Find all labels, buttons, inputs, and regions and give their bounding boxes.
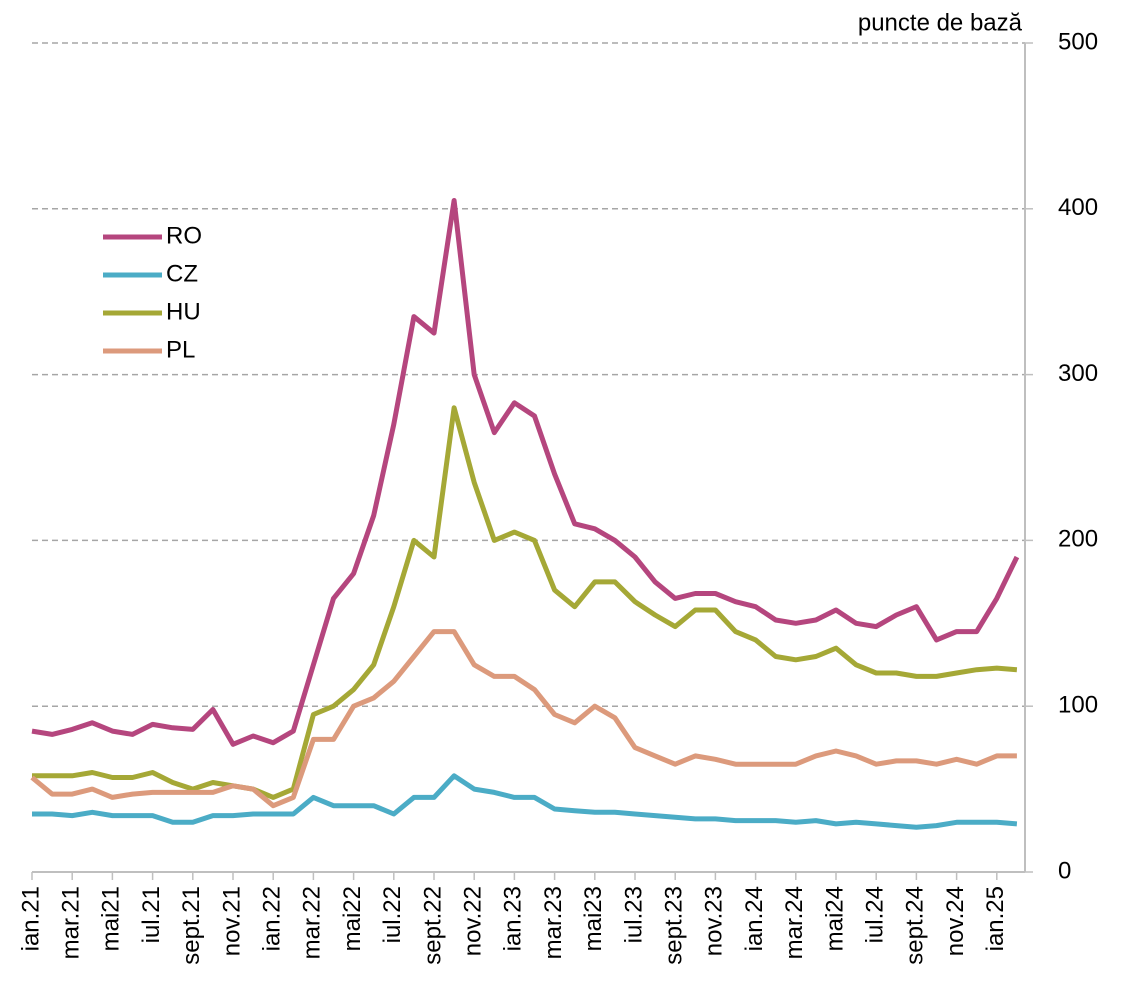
- y-axis-label: puncte de bază: [858, 9, 1023, 36]
- x-tick-label: iul.21: [138, 886, 165, 943]
- x-tick-label: mai23: [580, 886, 607, 951]
- series-line: [31, 198, 1020, 747]
- x-tick-label: mar.24: [781, 886, 808, 959]
- x-tick-label: mar.22: [299, 886, 326, 959]
- series-line: [32, 773, 1018, 830]
- x-tick-label: iul.24: [862, 886, 889, 943]
- x-tick-label: sept.23: [661, 886, 688, 965]
- x-tick-label: mar.23: [540, 886, 567, 959]
- x-tick-label: nov.24: [942, 886, 969, 956]
- x-tick-label: sept.24: [902, 886, 929, 965]
- x-tick-label: iul.23: [620, 886, 647, 943]
- legend-label: PL: [166, 336, 195, 363]
- y-tick-label: 100: [1058, 692, 1098, 719]
- x-tick-label: nov.23: [701, 886, 728, 956]
- y-tick-label: 200: [1058, 526, 1098, 553]
- x-tick-label: mar.21: [58, 886, 85, 959]
- x-tick-label: ian.24: [741, 886, 768, 951]
- y-tick-label: 300: [1058, 360, 1098, 387]
- x-tick-label: mai21: [98, 886, 125, 951]
- series-line: [32, 405, 1018, 800]
- x-tick-label: ian.22: [259, 886, 286, 951]
- x-tick-label: mai22: [339, 886, 366, 951]
- legend-label: HU: [166, 298, 201, 325]
- y-tick-label: 400: [1058, 194, 1098, 221]
- x-tick-label: nov.21: [218, 886, 245, 956]
- x-tick-label: ian.21: [17, 886, 44, 951]
- series-line: [30, 629, 1017, 809]
- legend-label: RO: [166, 222, 202, 249]
- x-tick-label: iul.22: [379, 886, 406, 943]
- x-tick-label: mai24: [821, 886, 848, 951]
- x-tick-label: sept.22: [419, 886, 446, 965]
- x-tick-label: nov.22: [460, 886, 487, 956]
- y-tick-label: 0: [1058, 857, 1071, 884]
- x-tick-label: ian.23: [500, 886, 527, 951]
- y-tick-label: 500: [1058, 28, 1098, 55]
- x-tick-label: sept.21: [178, 886, 205, 965]
- x-tick-label: ian.25: [982, 886, 1009, 951]
- legend-label: CZ: [166, 260, 198, 287]
